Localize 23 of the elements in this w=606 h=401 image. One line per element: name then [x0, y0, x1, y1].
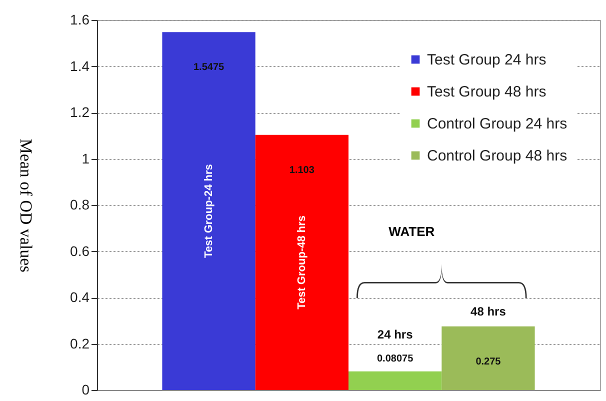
x-tick-label: Test Group-48 hrs [296, 215, 308, 310]
y-tick-label: 1 [82, 150, 90, 166]
legend-label: Test Group 48 hrs [427, 84, 546, 100]
y-tick-label: 0 [82, 382, 90, 398]
y-tick-label: 0.2 [70, 335, 90, 352]
y-tick-label: 0.6 [70, 242, 90, 259]
y-tick-label: 0.4 [70, 289, 90, 305]
legend-label: Test Group 24 hrs [427, 52, 546, 68]
y-axis-title: Mean of OD values [16, 138, 36, 272]
data-label: 1.5475 [193, 62, 225, 74]
y-tick-label: 1.6 [70, 12, 90, 28]
legend-label: Control Group 24 hrs [427, 116, 568, 132]
y-tick-label: 1.2 [70, 104, 90, 120]
data-label: 1.103 [289, 164, 315, 176]
data-label: 0.08075 [376, 353, 414, 364]
y-tick-label: 1.4 [70, 58, 90, 74]
data-label: 0.275 [476, 356, 502, 368]
annotation: WATER [388, 224, 435, 239]
x-tick-label: Test Group-24 hrs [202, 164, 215, 258]
y-tick-label: 0.8 [70, 196, 90, 212]
x-tick-label: 24 hrs [377, 327, 414, 342]
x-tick-label: 48 hrs [470, 304, 506, 318]
legend-label: Control Group 48 hrs [427, 148, 568, 164]
